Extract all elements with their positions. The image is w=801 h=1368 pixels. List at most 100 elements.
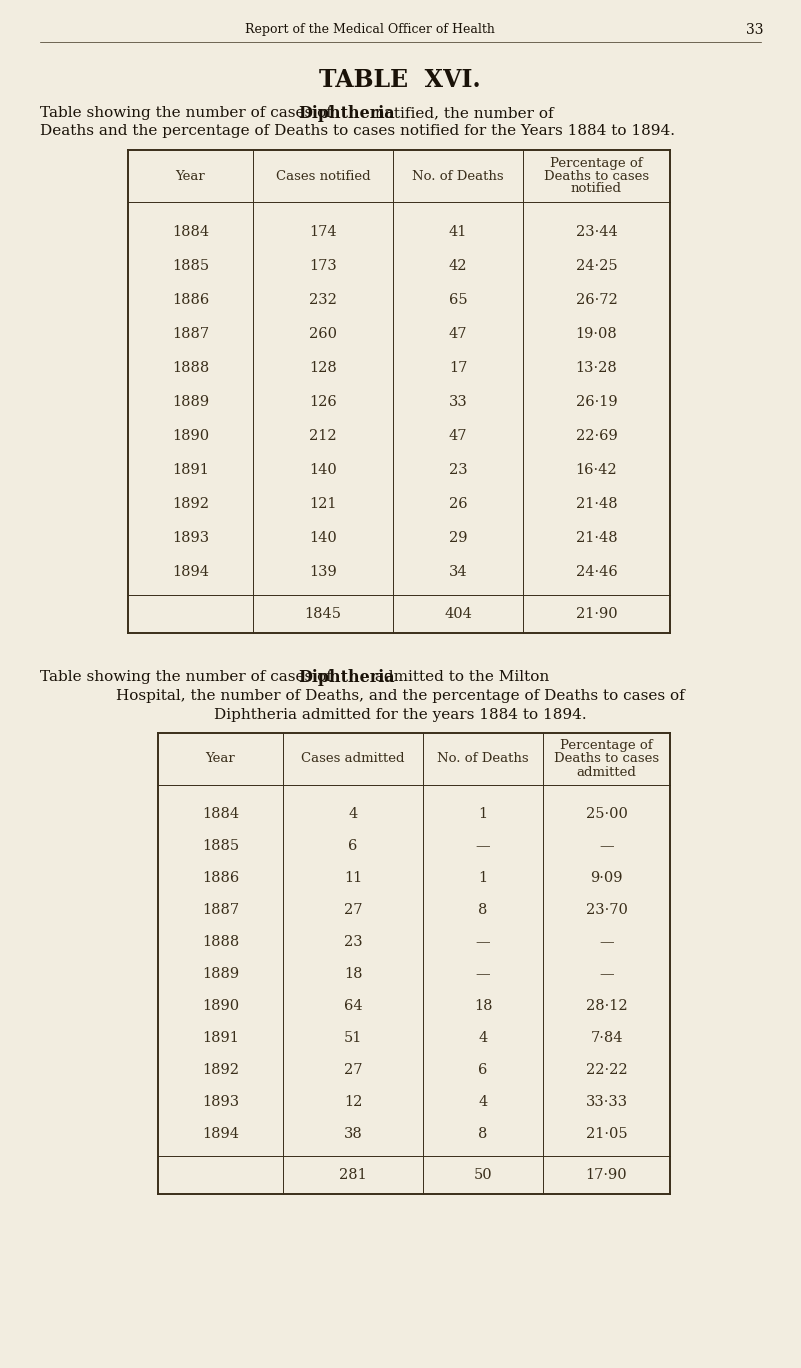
Text: Cases notified: Cases notified: [276, 170, 370, 182]
Text: 27: 27: [344, 903, 362, 917]
Text: Cases admitted: Cases admitted: [301, 752, 405, 766]
Text: 128: 128: [309, 361, 337, 375]
Text: 1891: 1891: [202, 1031, 239, 1045]
Text: 47: 47: [449, 430, 467, 443]
Text: Diphtheria: Diphtheria: [298, 104, 395, 122]
Text: Percentage of: Percentage of: [550, 156, 643, 170]
Text: 21·90: 21·90: [576, 607, 618, 621]
Text: 65: 65: [449, 293, 467, 306]
Text: 26·72: 26·72: [576, 293, 618, 306]
Text: 1886: 1886: [172, 293, 209, 306]
Text: 404: 404: [444, 607, 472, 621]
Text: 23·70: 23·70: [586, 903, 627, 917]
Text: 140: 140: [309, 531, 337, 544]
Text: 16·42: 16·42: [576, 462, 618, 477]
Text: 1888: 1888: [172, 361, 209, 375]
Text: 13·28: 13·28: [576, 361, 618, 375]
Text: 38: 38: [344, 1127, 362, 1141]
Text: 1892: 1892: [172, 497, 209, 512]
Text: 21·48: 21·48: [576, 497, 618, 512]
Text: 27: 27: [344, 1063, 362, 1077]
Text: —: —: [599, 934, 614, 949]
Text: 1891: 1891: [172, 462, 209, 477]
Text: 121: 121: [309, 497, 336, 512]
Text: 17·90: 17·90: [586, 1168, 627, 1182]
Text: 1889: 1889: [202, 967, 239, 981]
Text: 139: 139: [309, 565, 337, 579]
Text: 23·44: 23·44: [576, 224, 618, 239]
Text: 33: 33: [747, 23, 763, 37]
Text: 4: 4: [478, 1031, 488, 1045]
Text: Year: Year: [206, 752, 235, 766]
Text: 17: 17: [449, 361, 467, 375]
Text: 26: 26: [449, 497, 467, 512]
Text: 1886: 1886: [202, 871, 239, 885]
Text: 6: 6: [478, 1063, 488, 1077]
Text: 8: 8: [478, 1127, 488, 1141]
Text: 33·33: 33·33: [586, 1094, 627, 1109]
Text: 1887: 1887: [172, 327, 209, 341]
Text: Report of the Medical Officer of Health: Report of the Medical Officer of Health: [245, 23, 495, 37]
Text: 23: 23: [449, 462, 467, 477]
Text: notified, the number of: notified, the number of: [370, 105, 553, 120]
Text: —: —: [476, 967, 490, 981]
Text: Percentage of: Percentage of: [560, 740, 653, 752]
Text: 1: 1: [478, 871, 488, 885]
Text: 50: 50: [473, 1168, 493, 1182]
Text: 25·00: 25·00: [586, 807, 627, 821]
Text: Year: Year: [175, 170, 205, 182]
Text: 51: 51: [344, 1031, 362, 1045]
Text: 1890: 1890: [172, 430, 209, 443]
Text: 1884: 1884: [202, 807, 239, 821]
Text: admitted to the Milton: admitted to the Milton: [370, 670, 549, 684]
Text: 173: 173: [309, 259, 337, 274]
Text: No. of Deaths: No. of Deaths: [413, 170, 504, 182]
Text: Table showing the number of cases of: Table showing the number of cases of: [40, 105, 336, 120]
Text: 26·19: 26·19: [576, 395, 618, 409]
Text: 126: 126: [309, 395, 337, 409]
Text: Diphtheria admitted for the years 1884 to 1894.: Diphtheria admitted for the years 1884 t…: [214, 709, 586, 722]
Text: Deaths and the percentage of Deaths to cases notified for the Years 1884 to 1894: Deaths and the percentage of Deaths to c…: [40, 124, 675, 138]
Text: 11: 11: [344, 871, 362, 885]
Text: 18: 18: [473, 999, 493, 1012]
Text: 8: 8: [478, 903, 488, 917]
Text: —: —: [599, 967, 614, 981]
Text: 33: 33: [449, 395, 467, 409]
Text: 24·46: 24·46: [576, 565, 618, 579]
Text: 232: 232: [309, 293, 337, 306]
Text: TABLE  XVI.: TABLE XVI.: [319, 68, 481, 92]
Text: 18: 18: [344, 967, 362, 981]
Text: notified: notified: [571, 182, 622, 196]
Text: 1893: 1893: [172, 531, 209, 544]
Text: 281: 281: [339, 1168, 367, 1182]
Text: 1894: 1894: [172, 565, 209, 579]
Text: 47: 47: [449, 327, 467, 341]
Text: —: —: [476, 839, 490, 854]
Text: 21·48: 21·48: [576, 531, 618, 544]
Text: 1892: 1892: [202, 1063, 239, 1077]
Text: 1: 1: [478, 807, 488, 821]
Text: 1885: 1885: [172, 259, 209, 274]
Text: Diphtheria: Diphtheria: [298, 669, 395, 685]
Text: 6: 6: [348, 839, 358, 854]
Text: —: —: [599, 839, 614, 854]
Text: 22·69: 22·69: [576, 430, 618, 443]
Text: 4: 4: [478, 1094, 488, 1109]
Text: 29: 29: [449, 531, 467, 544]
Text: 9·09: 9·09: [590, 871, 622, 885]
Text: admitted: admitted: [577, 766, 637, 778]
Text: 1894: 1894: [202, 1127, 239, 1141]
Text: 42: 42: [449, 259, 467, 274]
Text: Hospital, the number of Deaths, and the percentage of Deaths to cases of: Hospital, the number of Deaths, and the …: [115, 689, 684, 703]
Text: —: —: [476, 934, 490, 949]
Text: 260: 260: [309, 327, 337, 341]
Text: 64: 64: [344, 999, 362, 1012]
Text: 28·12: 28·12: [586, 999, 627, 1012]
Text: 24·25: 24·25: [576, 259, 618, 274]
Text: 4: 4: [348, 807, 357, 821]
Text: 1893: 1893: [202, 1094, 239, 1109]
Text: 1884: 1884: [172, 224, 209, 239]
Text: 19·08: 19·08: [576, 327, 618, 341]
Text: 7·84: 7·84: [590, 1031, 622, 1045]
Text: Deaths to cases: Deaths to cases: [544, 170, 649, 182]
